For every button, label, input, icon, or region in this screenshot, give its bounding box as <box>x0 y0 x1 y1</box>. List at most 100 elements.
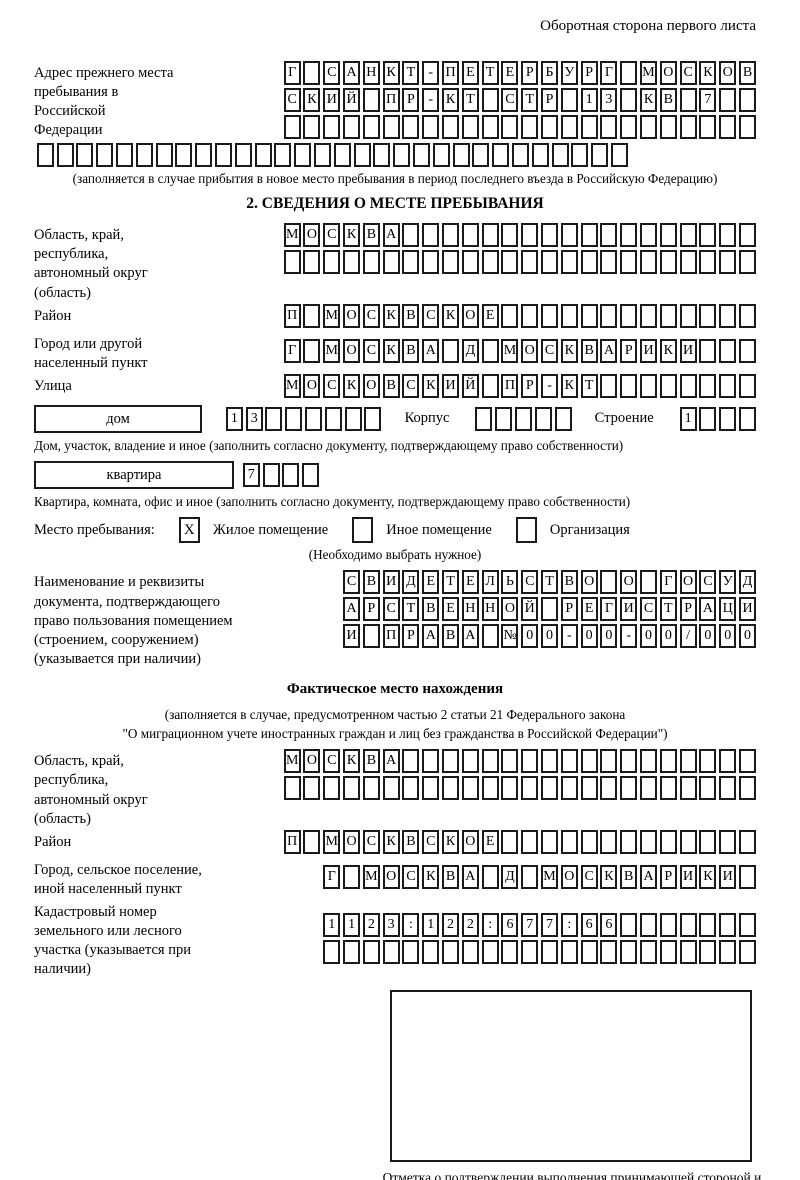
char-cell[interactable]: Б <box>541 61 559 85</box>
char-cell[interactable] <box>719 939 737 964</box>
char-cell[interactable] <box>514 406 532 431</box>
section2-region-row-2[interactable] <box>281 250 756 275</box>
char-cell[interactable]: 0 <box>541 624 559 649</box>
char-cell[interactable] <box>560 223 578 248</box>
char-cell[interactable] <box>739 338 756 363</box>
char-cell[interactable]: Р <box>362 597 380 622</box>
char-cell[interactable] <box>640 829 658 854</box>
char-cell[interactable] <box>501 829 519 854</box>
char-cell[interactable] <box>719 303 737 328</box>
char-cell[interactable] <box>739 776 756 801</box>
char-cell[interactable]: К <box>382 829 400 854</box>
char-cell[interactable] <box>600 829 618 854</box>
char-cell[interactable] <box>495 406 513 431</box>
char-cell[interactable]: О <box>719 61 737 85</box>
char-cell[interactable] <box>640 303 658 328</box>
char-cell[interactable]: Д <box>501 864 519 889</box>
char-cell[interactable]: Е <box>481 303 499 328</box>
char-cell[interactable] <box>343 776 361 801</box>
char-cell[interactable] <box>313 143 331 167</box>
char-cell[interactable]: И <box>739 597 756 622</box>
char-cell[interactable] <box>560 829 578 854</box>
char-cell[interactable] <box>679 912 697 937</box>
char-cell[interactable]: П <box>501 373 519 398</box>
char-cell[interactable] <box>481 776 499 801</box>
char-cell[interactable] <box>303 303 321 328</box>
char-cell[interactable]: 0 <box>659 624 677 649</box>
char-cell[interactable]: Г <box>323 864 341 889</box>
char-cell[interactable]: Р <box>620 338 638 363</box>
char-cell[interactable] <box>472 143 490 167</box>
char-cell[interactable] <box>659 939 677 964</box>
char-cell[interactable]: М <box>323 303 341 328</box>
char-cell[interactable] <box>699 912 717 937</box>
char-cell[interactable] <box>373 143 391 167</box>
char-cell[interactable] <box>600 776 618 801</box>
char-cell[interactable]: О <box>343 303 361 328</box>
char-cell[interactable] <box>699 373 717 398</box>
char-cell[interactable] <box>719 912 737 937</box>
char-cell[interactable] <box>402 749 420 774</box>
char-cell[interactable]: О <box>501 597 519 622</box>
char-cell[interactable] <box>362 250 380 275</box>
char-cell[interactable] <box>580 250 598 275</box>
char-cell[interactable]: К <box>699 864 717 889</box>
char-cell[interactable] <box>699 303 717 328</box>
char-cell[interactable]: 0 <box>699 624 717 649</box>
char-cell[interactable] <box>442 250 460 275</box>
char-cell[interactable]: В <box>402 829 420 854</box>
char-cell[interactable]: О <box>303 373 321 398</box>
organization-checkbox[interactable] <box>515 517 537 544</box>
char-cell[interactable] <box>303 829 321 854</box>
char-cell[interactable] <box>422 776 440 801</box>
char-cell[interactable] <box>323 939 341 964</box>
char-cell[interactable] <box>541 776 559 801</box>
char-cell[interactable]: 1 <box>422 912 440 937</box>
char-cell[interactable]: 0 <box>521 624 539 649</box>
char-cell[interactable]: К <box>382 303 400 328</box>
char-cell[interactable] <box>541 939 559 964</box>
char-cell[interactable] <box>492 143 510 167</box>
char-cell[interactable]: Н <box>461 597 479 622</box>
char-cell[interactable] <box>739 373 756 398</box>
document-row-3[interactable]: И П Р А В А № 0 0-0 0-0 0/0 0 0 <box>340 624 756 649</box>
char-cell[interactable] <box>234 143 252 167</box>
char-cell[interactable] <box>521 776 539 801</box>
char-cell[interactable] <box>531 143 549 167</box>
char-cell[interactable]: С <box>501 88 519 112</box>
char-cell[interactable] <box>521 864 539 889</box>
char-cell[interactable]: С <box>382 597 400 622</box>
char-cell[interactable]: Т <box>541 570 559 595</box>
char-cell[interactable] <box>560 303 578 328</box>
char-cell[interactable] <box>699 749 717 774</box>
char-cell[interactable] <box>442 749 460 774</box>
char-cell[interactable] <box>620 939 638 964</box>
char-cell[interactable] <box>640 223 658 248</box>
char-cell[interactable]: К <box>422 864 440 889</box>
char-cell[interactable]: Р <box>521 373 539 398</box>
char-cell[interactable] <box>659 303 677 328</box>
char-cell[interactable] <box>422 939 440 964</box>
char-cell[interactable]: Г <box>600 597 618 622</box>
char-cell[interactable] <box>393 143 411 167</box>
char-cell[interactable]: А <box>600 338 618 363</box>
char-cell[interactable]: М <box>323 829 341 854</box>
char-cell[interactable] <box>679 115 697 139</box>
char-cell[interactable] <box>719 776 737 801</box>
char-cell[interactable] <box>76 143 94 167</box>
char-cell[interactable]: С <box>343 570 361 595</box>
char-cell[interactable]: Е <box>501 61 519 85</box>
prev-address-row-3[interactable] <box>281 115 756 139</box>
char-cell[interactable] <box>521 939 539 964</box>
char-cell[interactable] <box>719 250 737 275</box>
char-cell[interactable]: О <box>580 570 598 595</box>
char-cell[interactable]: Е <box>461 61 479 85</box>
char-cell[interactable]: О <box>679 570 697 595</box>
char-cell[interactable]: Л <box>481 570 499 595</box>
char-cell[interactable]: - <box>560 624 578 649</box>
char-cell[interactable] <box>659 749 677 774</box>
char-cell[interactable] <box>362 776 380 801</box>
char-cell[interactable] <box>580 776 598 801</box>
